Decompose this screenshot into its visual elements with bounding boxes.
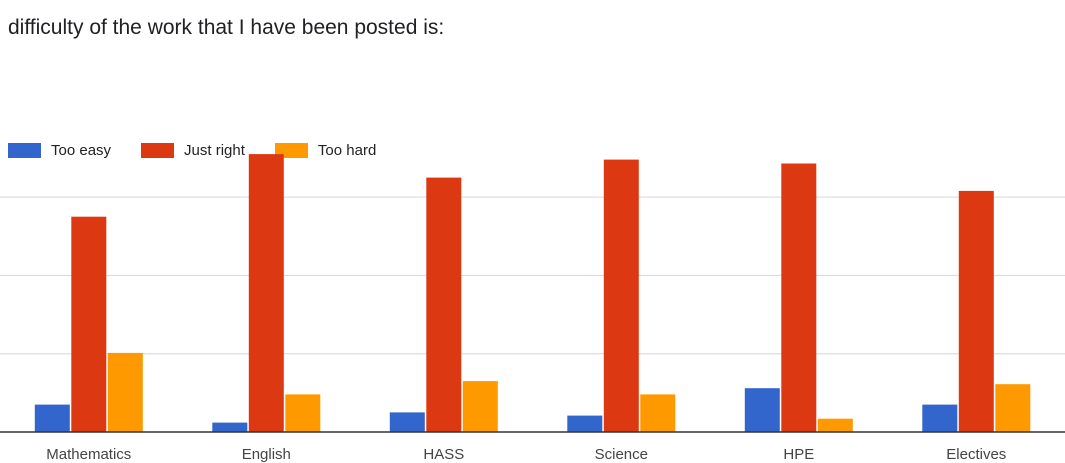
bar-hpe-too-easy	[744, 388, 780, 432]
x-tick-label-mathematics: Mathematics	[46, 446, 131, 463]
bar-science-just-right	[603, 159, 639, 432]
bar-electives-too-hard	[995, 384, 1031, 432]
bar-english-too-easy	[212, 422, 248, 432]
x-tick-label-hpe: HPE	[783, 446, 814, 463]
bar-hass-too-easy	[389, 412, 425, 432]
bar-mathematics-too-hard	[107, 352, 143, 432]
legend-label-just-right: Just right	[184, 142, 245, 159]
legend-label-too-easy: Too easy	[51, 142, 112, 159]
bar-hpe-too-hard	[817, 418, 853, 432]
x-tick-label-electives: Electives	[946, 446, 1006, 463]
legend: Too easy Just right Too hard	[8, 142, 406, 159]
bar-electives-too-easy	[922, 404, 958, 432]
bar-mathematics-too-easy	[34, 404, 70, 432]
legend-item-too-hard: Too hard	[274, 142, 377, 159]
chart-title: difficulty of the work that I have been …	[8, 16, 445, 39]
x-tick-label-english: English	[242, 446, 291, 463]
legend-item-too-easy: Too easy	[8, 142, 111, 159]
x-tick-label-hass: HASS	[423, 446, 464, 463]
bar-hass-just-right	[426, 177, 462, 432]
bar-english-too-hard	[285, 394, 321, 432]
bar-english-just-right	[248, 154, 284, 432]
legend-item-just-right: Just right	[141, 142, 245, 159]
legend-swatch-too-easy	[8, 143, 41, 158]
bar-hass-too-hard	[462, 381, 498, 432]
bar-mathematics-just-right	[71, 216, 107, 432]
bar-science-too-hard	[640, 394, 676, 432]
legend-label-too-hard: Too hard	[317, 142, 377, 159]
legend-swatch-just-right	[141, 143, 175, 158]
bar-science-too-easy	[567, 415, 603, 432]
bar-electives-just-right	[958, 190, 994, 432]
bar-hpe-just-right	[781, 163, 817, 432]
x-tick-label-science: Science	[595, 446, 648, 463]
